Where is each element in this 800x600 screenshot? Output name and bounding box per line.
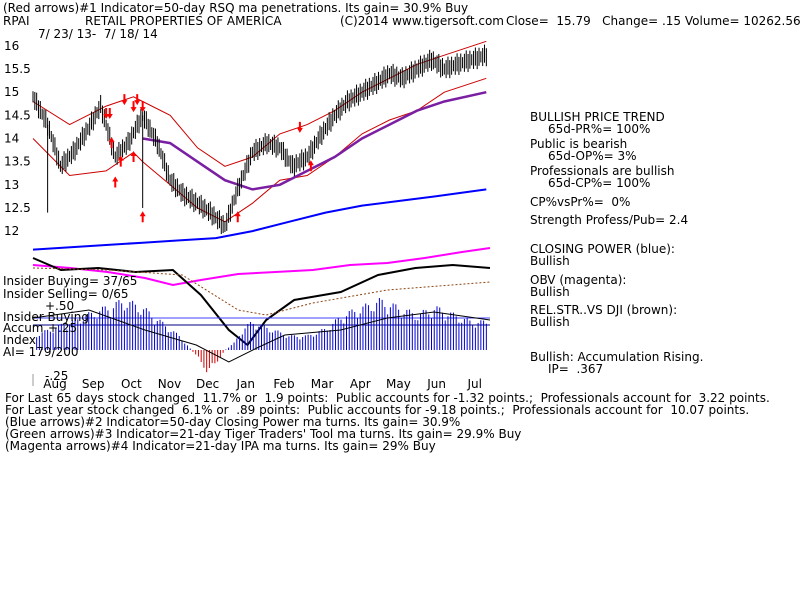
trend-title: BULLISH PRICE TREND	[530, 110, 665, 124]
x-tick-label: Jan	[236, 377, 256, 391]
pr-text: 65d-PR%= 100%	[548, 122, 651, 136]
obv-line	[32, 247, 491, 287]
relstr-label: REL.STR..VS DJI (brown):	[530, 303, 678, 317]
x-tick-label: May	[386, 377, 411, 391]
x-tick-label: Mar	[311, 377, 334, 391]
red-arrow-up	[112, 176, 119, 188]
y-tick-label: 15	[4, 85, 19, 99]
insider-buying: Insider Buying= 37/65	[3, 274, 138, 288]
y-tick-label: 15.5	[4, 62, 31, 76]
accum-label: Accum	[3, 321, 44, 335]
op-text: 65d-OP%= 3%	[548, 149, 637, 163]
x-tick-label: Apr	[350, 377, 371, 391]
red-arrow-up	[234, 211, 241, 223]
cpvspr-text: CP%vsPr%= 0%	[530, 195, 631, 209]
red-arrow-down	[106, 108, 113, 120]
relstr-value: Bullish	[530, 315, 570, 329]
x-tick-label: Feb	[273, 377, 294, 391]
red-arrow-up	[139, 211, 146, 223]
obv-value: Bullish	[530, 285, 570, 299]
closing-power-label: CLOSING POWER (blue):	[530, 242, 675, 256]
y-tick-label: 12.5	[4, 201, 31, 215]
x-tick-label: Jun	[426, 377, 446, 391]
y-tick-label: 16	[4, 39, 19, 53]
index-label: Index	[3, 333, 37, 347]
date-range: 7/ 23/ 13- 7/ 18/ 14	[38, 27, 158, 41]
y-tick-label: 13	[4, 178, 19, 192]
indicator1-text: (Red arrows)#1 Indicator=50-day RSQ ma p…	[3, 1, 469, 15]
obv-label: OBV (magenta):	[530, 273, 627, 287]
red-arrow-down	[134, 94, 141, 106]
company-title: RETAIL PROPERTIES OF AMERICA	[85, 14, 282, 28]
x-tick-label: Jul	[466, 377, 481, 391]
ip-text: IP= .367	[548, 362, 604, 376]
ai-label: AI= 179/200	[3, 345, 79, 359]
accum-ma-line	[32, 309, 491, 363]
x-tick-label: Dec	[196, 377, 219, 391]
pros-title: Professionals are bullish	[530, 164, 675, 178]
insider-selling: Insider Selling= 0/65	[3, 287, 129, 301]
cp-text: 65d-CP%= 100%	[548, 176, 651, 190]
footer-line-1: For Last 65 days stock changed 11.7% or …	[5, 391, 770, 405]
footer-line-2: For Last year stock changed 6.1% or .89 …	[5, 403, 750, 417]
closing-power-line	[32, 188, 487, 251]
y-tick-label: 13.5	[4, 155, 31, 169]
footer-line-5: (Magenta arrows)#4 Indicator=21-day IPA …	[5, 439, 436, 453]
plus25-label: +.25	[48, 321, 78, 335]
quote-text: Close= 15.79 Change= .15 Volume= 10262.5…	[506, 14, 800, 28]
red-arrow-down	[296, 121, 303, 133]
relstr-dji-line	[32, 267, 491, 316]
red-arrow-up	[117, 155, 124, 167]
y-tick-label: 14	[4, 132, 19, 146]
red-arrow-up	[307, 160, 314, 172]
y-tick-label: 14.5	[4, 108, 31, 122]
x-tick-label: Sep	[82, 377, 105, 391]
red-arrow-down	[139, 101, 146, 113]
x-tick-label: Nov	[158, 377, 181, 391]
minus25-label: -.25	[45, 369, 69, 383]
accum-status: Bullish: Accumulation Rising.	[530, 350, 704, 364]
ma50-line	[142, 90, 487, 191]
public-title: Public is bearish	[530, 137, 628, 151]
red-arrow-down	[121, 94, 128, 106]
insider-buying-2: Insider Buying	[3, 310, 89, 324]
footer-line-3: (Blue arrows)#2 Indicator=50-day Closing…	[5, 415, 461, 429]
closing-power-value: Bullish	[530, 254, 570, 268]
copyright-text: (C)2014 www.tigersoft.com	[340, 14, 504, 28]
red-arrow-up	[130, 151, 137, 163]
x-tick-label: Aug	[43, 377, 66, 391]
symbol-label: RPAI	[3, 14, 30, 28]
y-tick-label: 12	[4, 224, 19, 238]
lower-band-line	[32, 77, 487, 223]
red-arrow-up	[108, 137, 115, 149]
red-arrow-down	[130, 101, 137, 113]
footer-line-4: (Green arrows)#3 Indicator=21-day Tiger …	[5, 427, 522, 441]
strength-text: Strength Profess/Pub= 2.4	[530, 213, 689, 227]
red-arrow-down	[103, 108, 110, 120]
x-tick-label: Oct	[121, 377, 142, 391]
plus50-label: +.50	[45, 299, 75, 313]
